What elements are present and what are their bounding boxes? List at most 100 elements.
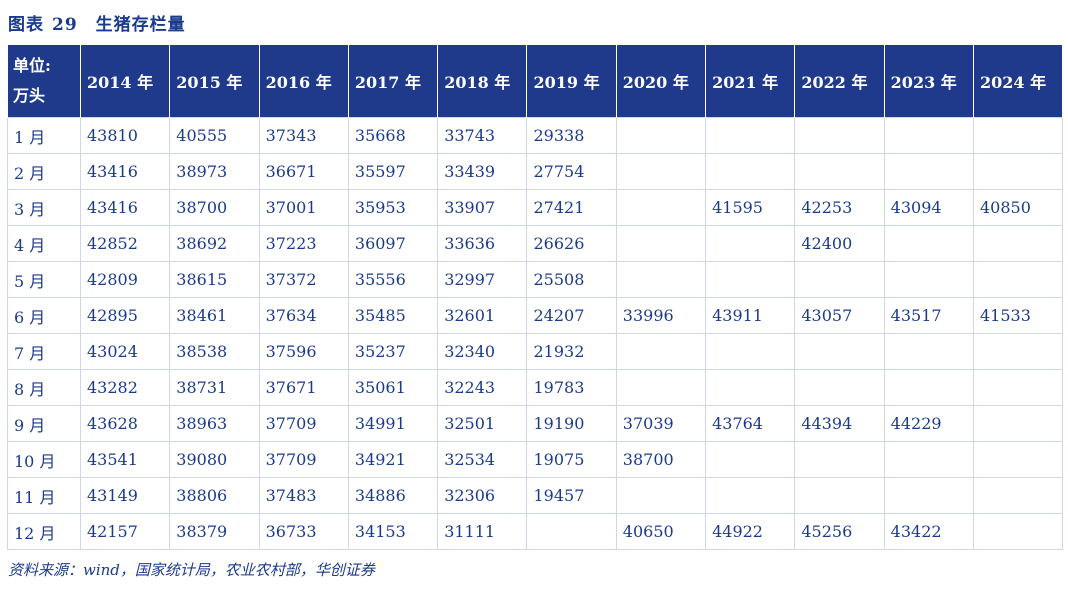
year-header: 2014 年 bbox=[79, 45, 171, 118]
value-cell: 44229 bbox=[883, 405, 974, 442]
value-cell: 38973 bbox=[169, 153, 260, 190]
value-cell: 35668 bbox=[347, 117, 439, 154]
value-cell: 35597 bbox=[347, 153, 439, 190]
value-cell: 43094 bbox=[883, 189, 974, 226]
value-cell: 38806 bbox=[169, 477, 260, 514]
value-cell bbox=[705, 333, 796, 370]
month-cell: 9 月 bbox=[7, 405, 81, 442]
value-cell: 33996 bbox=[615, 297, 707, 334]
month-cell: 10 月 bbox=[7, 441, 81, 478]
year-header: 2020 年 bbox=[615, 45, 707, 118]
value-cell bbox=[972, 225, 1064, 262]
value-cell: 27754 bbox=[526, 153, 617, 190]
value-cell: 19783 bbox=[526, 369, 617, 406]
value-cell bbox=[705, 477, 796, 514]
value-cell: 40850 bbox=[972, 189, 1064, 226]
value-cell bbox=[794, 333, 885, 370]
value-cell: 32306 bbox=[437, 477, 528, 514]
year-header: 2018 年 bbox=[437, 45, 528, 118]
value-cell bbox=[615, 261, 707, 298]
value-cell: 43282 bbox=[79, 369, 171, 406]
table-row: 8 月 43282 38731 37671 35061 32243 19783 bbox=[7, 369, 1064, 406]
month-cell: 11 月 bbox=[7, 477, 81, 514]
hog-inventory-table: 单位: 万头 2014 年 2015 年 2016 年 2017 年 2018 … bbox=[7, 45, 1064, 550]
value-cell: 34991 bbox=[347, 405, 439, 442]
value-cell: 41595 bbox=[705, 189, 796, 226]
value-cell: 36097 bbox=[347, 225, 439, 262]
value-cell bbox=[883, 153, 974, 190]
month-cell: 8 月 bbox=[7, 369, 81, 406]
value-cell bbox=[705, 441, 796, 478]
year-header: 2023 年 bbox=[883, 45, 974, 118]
value-cell: 43628 bbox=[79, 405, 171, 442]
value-cell bbox=[794, 261, 885, 298]
value-cell bbox=[883, 225, 974, 262]
value-cell: 45256 bbox=[794, 513, 885, 550]
value-cell: 38379 bbox=[169, 513, 260, 550]
value-cell: 38700 bbox=[169, 189, 260, 226]
month-cell: 4 月 bbox=[7, 225, 81, 262]
value-cell: 34921 bbox=[347, 441, 439, 478]
table-row: 12 月 42157 38379 36733 34153 31111 40650 44922 4… bbox=[7, 513, 1064, 550]
value-cell bbox=[705, 153, 796, 190]
value-cell: 42157 bbox=[79, 513, 171, 550]
value-cell bbox=[972, 369, 1064, 406]
value-cell: 33439 bbox=[437, 153, 528, 190]
value-cell: 37372 bbox=[258, 261, 349, 298]
value-cell bbox=[705, 225, 796, 262]
unit-value: 万头 bbox=[13, 86, 46, 105]
year-header: 2019 年 bbox=[526, 45, 617, 118]
value-cell bbox=[794, 477, 885, 514]
value-cell bbox=[794, 369, 885, 406]
value-cell: 35485 bbox=[347, 297, 439, 334]
value-cell: 34153 bbox=[347, 513, 439, 550]
value-cell bbox=[883, 477, 974, 514]
value-cell: 19457 bbox=[526, 477, 617, 514]
value-cell: 43541 bbox=[79, 441, 171, 478]
table-row: 1 月 43810 40555 37343 35668 33743 29338 bbox=[7, 117, 1064, 154]
value-cell: 43057 bbox=[794, 297, 885, 334]
table-row: 6 月 42895 38461 37634 35485 32601 24207 33996 43… bbox=[7, 297, 1064, 334]
value-cell bbox=[972, 513, 1064, 550]
year-header: 2017 年 bbox=[347, 45, 439, 118]
figure-title-prefix: 图表 bbox=[8, 15, 44, 35]
value-cell: 25508 bbox=[526, 261, 617, 298]
value-cell: 32997 bbox=[437, 261, 528, 298]
year-header: 2016 年 bbox=[258, 45, 349, 118]
month-cell: 12 月 bbox=[7, 513, 81, 550]
value-cell bbox=[972, 405, 1064, 442]
month-cell: 3 月 bbox=[7, 189, 81, 226]
value-cell: 42895 bbox=[79, 297, 171, 334]
value-cell bbox=[615, 225, 707, 262]
month-cell: 1 月 bbox=[7, 117, 81, 154]
value-cell bbox=[615, 477, 707, 514]
value-cell: 44394 bbox=[794, 405, 885, 442]
figure-title-text: 生猪存栏量 bbox=[95, 15, 186, 35]
table-row: 2 月 43416 38973 36671 35597 33439 27754 bbox=[7, 153, 1064, 190]
value-cell: 37596 bbox=[258, 333, 349, 370]
value-cell bbox=[883, 333, 974, 370]
value-cell: 39080 bbox=[169, 441, 260, 478]
value-cell: 42852 bbox=[79, 225, 171, 262]
value-cell: 37671 bbox=[258, 369, 349, 406]
year-header: 2015 年 bbox=[169, 45, 260, 118]
value-cell: 43810 bbox=[79, 117, 171, 154]
value-cell bbox=[972, 477, 1064, 514]
value-cell: 32601 bbox=[437, 297, 528, 334]
month-cell: 7 月 bbox=[7, 333, 81, 370]
value-cell: 42809 bbox=[79, 261, 171, 298]
table-row: 5 月 42809 38615 37372 35556 32997 25508 bbox=[7, 261, 1064, 298]
value-cell bbox=[615, 189, 707, 226]
value-cell: 33907 bbox=[437, 189, 528, 226]
value-cell: 35953 bbox=[347, 189, 439, 226]
value-cell: 44922 bbox=[705, 513, 796, 550]
value-cell bbox=[705, 369, 796, 406]
value-cell: 32534 bbox=[437, 441, 528, 478]
value-cell bbox=[705, 117, 796, 154]
month-cell: 5 月 bbox=[7, 261, 81, 298]
value-cell: 35556 bbox=[347, 261, 439, 298]
value-cell bbox=[794, 117, 885, 154]
value-cell: 37001 bbox=[258, 189, 349, 226]
figure-title: 图表 29 生猪存栏量 bbox=[8, 10, 186, 35]
month-cell: 2 月 bbox=[7, 153, 81, 190]
